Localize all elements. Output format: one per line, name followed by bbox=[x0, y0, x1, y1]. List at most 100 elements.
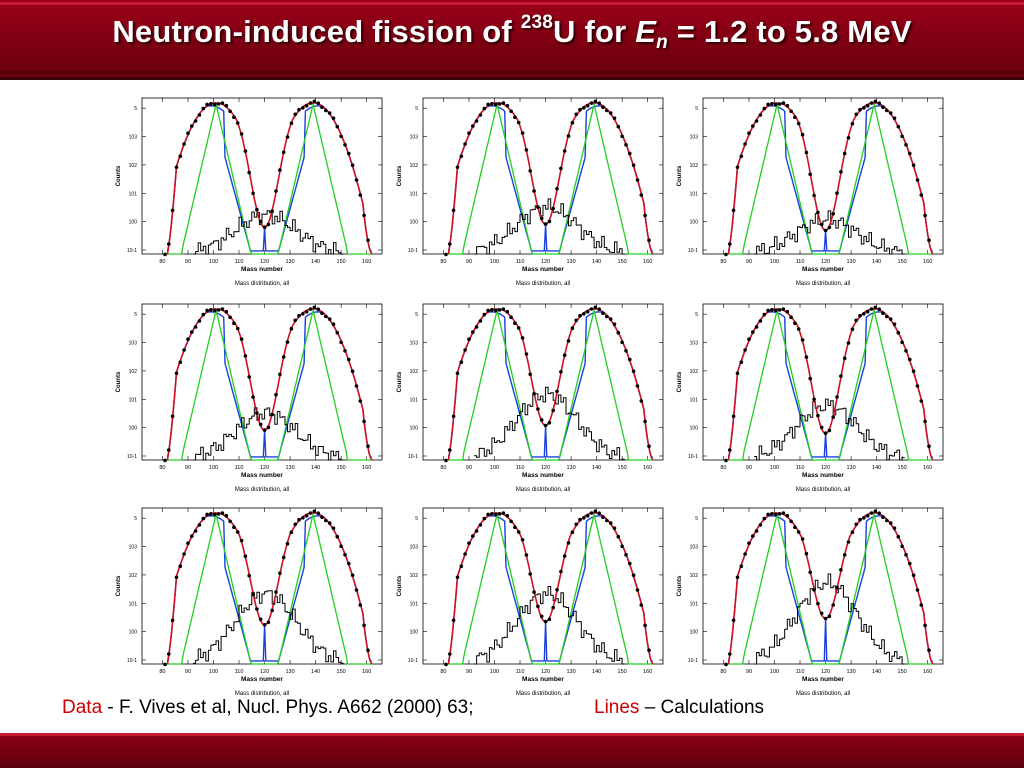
plot-frame bbox=[702, 303, 944, 461]
x-tick-label: 80 bbox=[159, 259, 165, 265]
y-tick-label: 5 bbox=[134, 106, 137, 112]
data-point bbox=[735, 371, 740, 376]
data-point bbox=[281, 150, 286, 155]
data-point bbox=[494, 308, 498, 313]
data-point bbox=[509, 109, 513, 114]
x-tick-label: 160 bbox=[643, 259, 652, 265]
data-point bbox=[312, 509, 317, 514]
data-point bbox=[827, 614, 832, 619]
series-line-symmetric bbox=[448, 513, 653, 665]
data-point bbox=[516, 120, 521, 125]
data-point bbox=[228, 315, 232, 320]
data-point bbox=[494, 512, 498, 517]
data-point bbox=[605, 518, 609, 523]
footer-bar bbox=[0, 733, 1024, 768]
data-point bbox=[873, 305, 878, 310]
x-axis-label: Mass number bbox=[522, 676, 564, 683]
x-tick-label: 140 bbox=[872, 465, 881, 471]
data-point bbox=[770, 102, 774, 106]
data-point bbox=[243, 554, 248, 558]
data-point bbox=[793, 115, 797, 119]
data-point bbox=[170, 618, 175, 623]
data-point bbox=[582, 106, 586, 110]
data-point bbox=[358, 603, 363, 607]
series-line-extra bbox=[193, 210, 344, 255]
data-point bbox=[448, 242, 452, 246]
y-tick-label: 102 bbox=[690, 163, 699, 169]
data-point bbox=[927, 238, 931, 242]
data-point bbox=[362, 419, 366, 424]
data-point bbox=[858, 517, 862, 522]
y-tick-label: 10-1 bbox=[408, 658, 418, 664]
panel-svg: 10-1 100 101 102 103 5 Counts 80 90 100 110 120 130 1… bbox=[116, 507, 383, 697]
title-energy-range: = 1.2 to 5.8 MeV bbox=[667, 14, 912, 49]
data-point bbox=[536, 407, 540, 411]
data-point bbox=[297, 517, 301, 522]
y-tick-label: 5 bbox=[134, 516, 137, 522]
data-point bbox=[235, 326, 240, 331]
data-point bbox=[831, 212, 835, 216]
data-point bbox=[478, 113, 483, 117]
data-point bbox=[754, 119, 759, 123]
data-point bbox=[324, 314, 328, 319]
data-point bbox=[808, 570, 812, 575]
data-point bbox=[327, 317, 332, 321]
data-point bbox=[285, 135, 290, 139]
data-point bbox=[532, 391, 536, 396]
data-point bbox=[551, 408, 555, 413]
mass-distribution-panel: 10-1 100 101 102 103 5 Counts 80 90 100 110 120 130 1… bbox=[393, 92, 675, 292]
plot-frame bbox=[422, 97, 664, 255]
data-point bbox=[205, 308, 209, 313]
data-point bbox=[178, 154, 183, 158]
x-tick-label: 140 bbox=[592, 669, 601, 675]
data-point bbox=[888, 317, 893, 321]
data-point bbox=[327, 111, 332, 115]
data-point bbox=[762, 516, 767, 521]
plot-frame bbox=[422, 507, 664, 665]
x-tick-label: 160 bbox=[923, 259, 932, 265]
data-point bbox=[854, 112, 858, 117]
data-point bbox=[455, 165, 460, 170]
data-point bbox=[904, 553, 908, 557]
data-point bbox=[762, 312, 767, 317]
x-axis-label: Mass number bbox=[802, 266, 844, 273]
data-point bbox=[505, 103, 510, 108]
data-point bbox=[304, 104, 309, 108]
data-point bbox=[724, 662, 728, 667]
data-point bbox=[593, 99, 598, 104]
x-tick-label: 80 bbox=[440, 465, 446, 471]
data-point bbox=[243, 354, 248, 358]
data-point bbox=[174, 165, 179, 170]
x-tick-label: 160 bbox=[643, 465, 652, 471]
data-point bbox=[578, 107, 582, 112]
data-point bbox=[528, 572, 532, 576]
data-point bbox=[728, 652, 732, 656]
series-line-extra bbox=[193, 407, 344, 461]
series-line-extra bbox=[193, 590, 344, 664]
data-point bbox=[255, 607, 259, 611]
data-point bbox=[339, 340, 343, 345]
data-point bbox=[616, 124, 621, 129]
data-point bbox=[262, 225, 267, 229]
y-tick-label: 103 bbox=[410, 135, 419, 141]
data-point bbox=[520, 336, 525, 340]
data-point bbox=[228, 109, 232, 114]
series-line-symmetric bbox=[167, 103, 372, 255]
data-point bbox=[839, 374, 843, 378]
data-point bbox=[174, 575, 179, 580]
data-point bbox=[543, 222, 548, 226]
data-point bbox=[209, 102, 213, 106]
data-point bbox=[605, 108, 609, 113]
panel-caption: Mass distribution, all bbox=[516, 281, 570, 287]
y-tick-label: 10-1 bbox=[688, 658, 698, 664]
data-point bbox=[885, 108, 889, 113]
data-point bbox=[812, 193, 816, 198]
data-point bbox=[796, 530, 801, 534]
data-point bbox=[174, 371, 179, 376]
series-line-symmetric bbox=[448, 309, 653, 461]
data-point bbox=[239, 337, 244, 341]
data-point bbox=[781, 101, 786, 105]
data-point bbox=[520, 538, 525, 542]
data-point bbox=[628, 357, 632, 362]
x-tick-label: 140 bbox=[872, 669, 881, 675]
